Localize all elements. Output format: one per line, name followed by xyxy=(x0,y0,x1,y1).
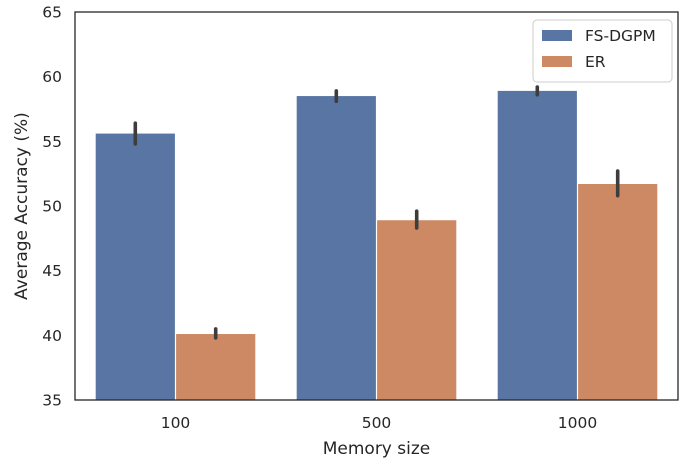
legend-swatch-er xyxy=(542,56,572,67)
bar-er-100 xyxy=(176,334,256,400)
y-tick-label: 50 xyxy=(42,198,62,216)
bar-er-500 xyxy=(377,220,457,400)
legend-label-er: ER xyxy=(585,53,606,71)
bar-fs-dgpm-500 xyxy=(296,96,376,401)
x-tick-label: 100 xyxy=(161,414,191,432)
y-tick-label: 60 xyxy=(42,68,62,86)
y-tick-label: 45 xyxy=(42,262,62,280)
plot-frame xyxy=(74,11,679,401)
y-tick-label: 35 xyxy=(42,392,62,410)
x-tick-label: 500 xyxy=(362,414,392,432)
legend-swatch-fs-dgpm xyxy=(542,30,572,41)
bar-fs-dgpm-100 xyxy=(95,133,175,400)
y-tick-label: 40 xyxy=(42,327,62,345)
x-tick-label: 1000 xyxy=(558,414,597,432)
error-bars-layer xyxy=(133,85,620,340)
y-tick-label: 65 xyxy=(42,4,62,22)
bar-er-1000 xyxy=(578,184,658,400)
legend-label-fs-dgpm: FS-DGPM xyxy=(585,27,656,45)
x-axis-label: Memory size xyxy=(323,439,431,459)
y-tick-labels: 35 40 45 50 55 60 65 xyxy=(42,4,62,410)
x-tick-labels: 100 500 1000 xyxy=(161,414,598,432)
y-tick-label: 55 xyxy=(42,133,62,151)
bars-layer xyxy=(95,90,658,401)
legend: FS-DGPM ER xyxy=(532,19,673,83)
bar-fs-dgpm-1000 xyxy=(497,90,577,400)
y-axis-label: Average Accuracy (%) xyxy=(12,112,32,300)
